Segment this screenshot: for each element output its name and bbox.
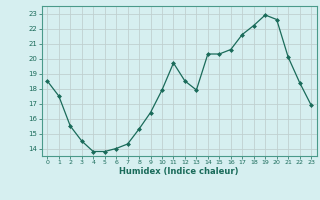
X-axis label: Humidex (Indice chaleur): Humidex (Indice chaleur) xyxy=(119,167,239,176)
